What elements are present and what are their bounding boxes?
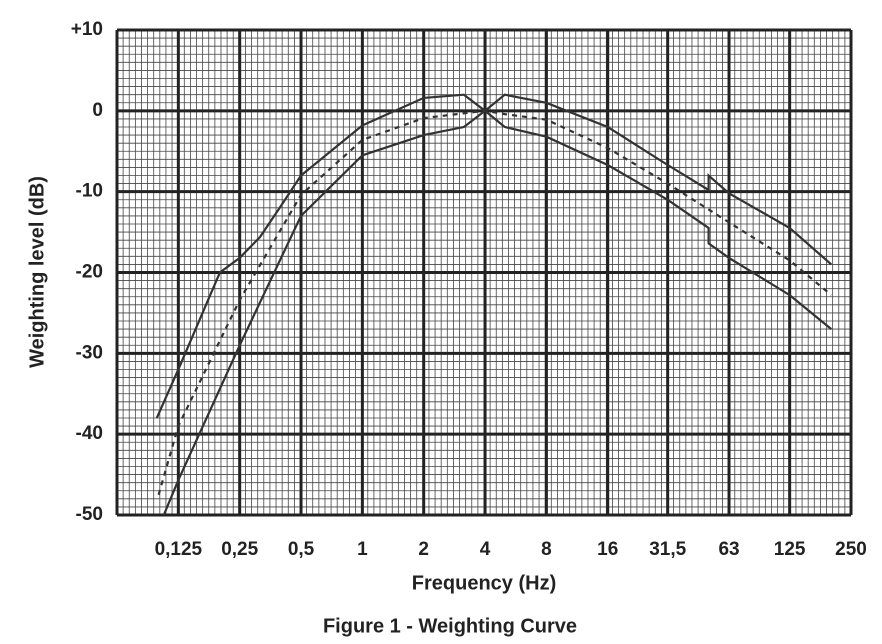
x-axis-label: Frequency (Hz): [412, 572, 556, 594]
curve: [162, 109, 832, 516]
x-tick-label: 250: [835, 539, 867, 560]
y-tick-label: -40: [76, 423, 103, 444]
x-tick-label: 16: [597, 539, 618, 560]
x-tick-label: 0,125: [155, 539, 203, 560]
y-tick-label: +10: [71, 19, 103, 40]
y-tick-label: -30: [76, 342, 103, 363]
x-tick-label: 1: [357, 539, 368, 560]
y-axis-label: Weighting level (dB): [26, 176, 48, 368]
y-tick-label: -50: [76, 504, 103, 525]
x-tick-label: 4: [480, 539, 491, 560]
curve: [155, 93, 833, 419]
x-tick-label: 0,5: [288, 539, 315, 560]
x-tick-label: 0,25: [221, 539, 258, 560]
y-tick-label: -10: [76, 181, 103, 202]
x-tick-label: 31,5: [649, 539, 686, 560]
x-tick-label: 8: [541, 539, 552, 560]
x-tick-label: 125: [774, 539, 806, 560]
x-tick-label: 2: [418, 539, 429, 560]
y-tick-label: -20: [76, 262, 103, 283]
chart-title: Figure 1 - Weighting Curve: [323, 615, 577, 637]
x-tick-label: 63: [718, 539, 739, 560]
y-tick-label: 0: [92, 100, 103, 121]
